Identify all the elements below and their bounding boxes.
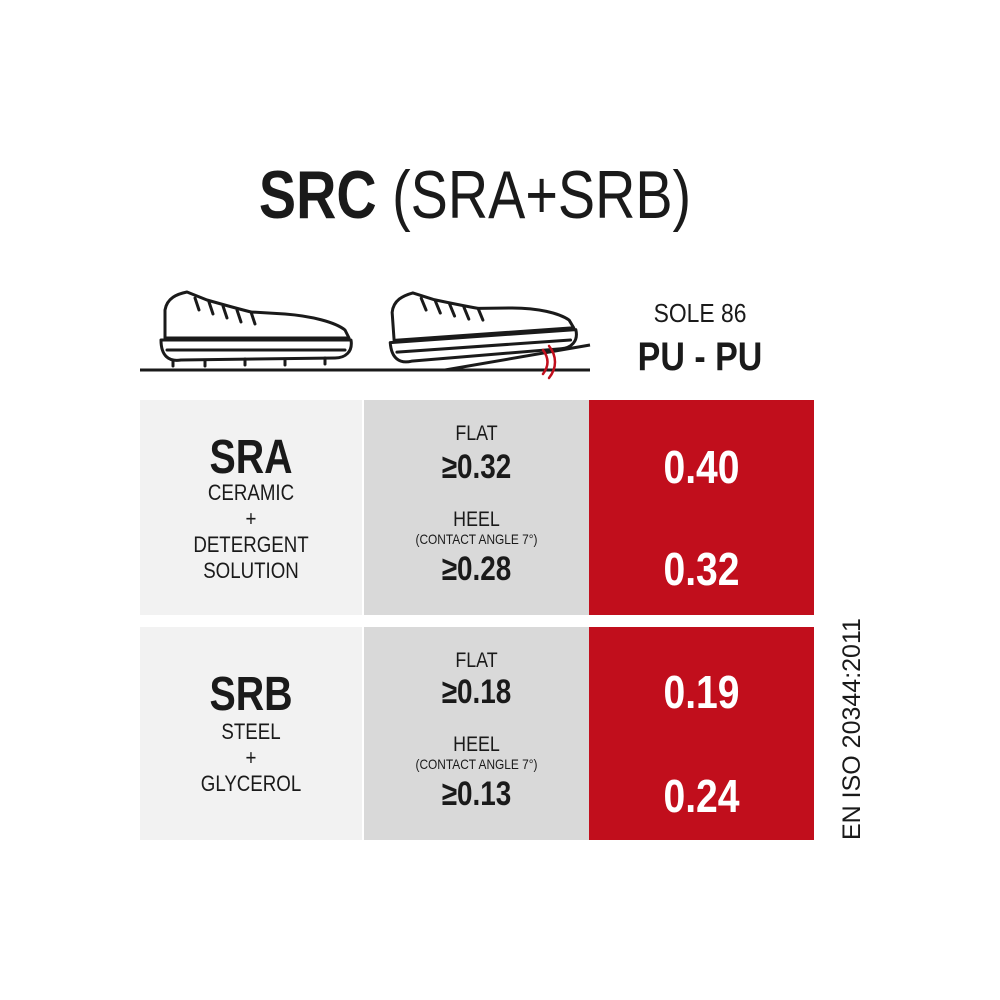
title-sub: (SRA+SRB): [392, 157, 692, 233]
srb-surface-panel: SRB STEEL + GLYCEROL: [140, 627, 362, 840]
sole-label: SOLE 86: [653, 298, 747, 328]
sra-surface-panel: SRA CERAMIC + DETERGENT SOLUTION: [140, 400, 362, 615]
sra-heel-label: HEEL: [453, 508, 500, 531]
sra-heel-req: ≥0.28: [441, 550, 512, 588]
sra-surface-2: +: [245, 506, 257, 531]
srb-flat-label: FLAT: [455, 649, 498, 672]
srb-heel-note: (CONTACT ANGLE 7°): [415, 756, 538, 772]
page-title: SRC (SRA+SRB): [86, 150, 865, 240]
standard-label: EN ISO 20344:2011: [838, 618, 866, 840]
sra-surface-1: CERAMIC: [207, 480, 295, 505]
srb-result-panel: 0.19 0.24: [589, 627, 814, 840]
srb-surface-3: GLYCEROL: [200, 771, 302, 796]
sole-type: PU - PU: [637, 335, 763, 379]
shoe-flat-icon: [159, 290, 353, 368]
sra-result-panel: 0.40 0.32: [589, 400, 814, 615]
srb-heel-label: HEEL: [453, 733, 500, 756]
sra-flat-label: FLAT: [455, 422, 498, 445]
srb-heel-value: 0.24: [663, 770, 740, 822]
slip-test-illustration: [140, 290, 591, 380]
slip-mark-icon: [541, 344, 557, 380]
sra-code: SRA: [209, 431, 293, 484]
sra-heel-note: (CONTACT ANGLE 7°): [415, 531, 538, 547]
srb-flat-value: 0.19: [663, 666, 740, 718]
title-main: SRC: [258, 157, 377, 233]
sra-flat-value: 0.40: [663, 441, 740, 493]
srb-surface-2: +: [245, 745, 257, 770]
incline-line: [444, 343, 591, 372]
sra-flat-req: ≥0.32: [441, 448, 512, 486]
srb-heel-req: ≥0.13: [441, 775, 512, 813]
sra-surface-4: SOLUTION: [203, 558, 299, 583]
srb-flat-req: ≥0.18: [441, 673, 512, 711]
sra-heel-value: 0.32: [663, 543, 740, 595]
sra-surface-3: DETERGENT: [193, 532, 309, 557]
srb-surface-1: STEEL: [221, 719, 281, 744]
srb-requirement-panel: FLAT ≥0.18 HEEL (CONTACT ANGLE 7°) ≥0.13: [364, 627, 589, 840]
srb-code: SRB: [209, 668, 293, 721]
sra-requirement-panel: FLAT ≥0.32 HEEL (CONTACT ANGLE 7°) ≥0.28: [364, 400, 589, 615]
